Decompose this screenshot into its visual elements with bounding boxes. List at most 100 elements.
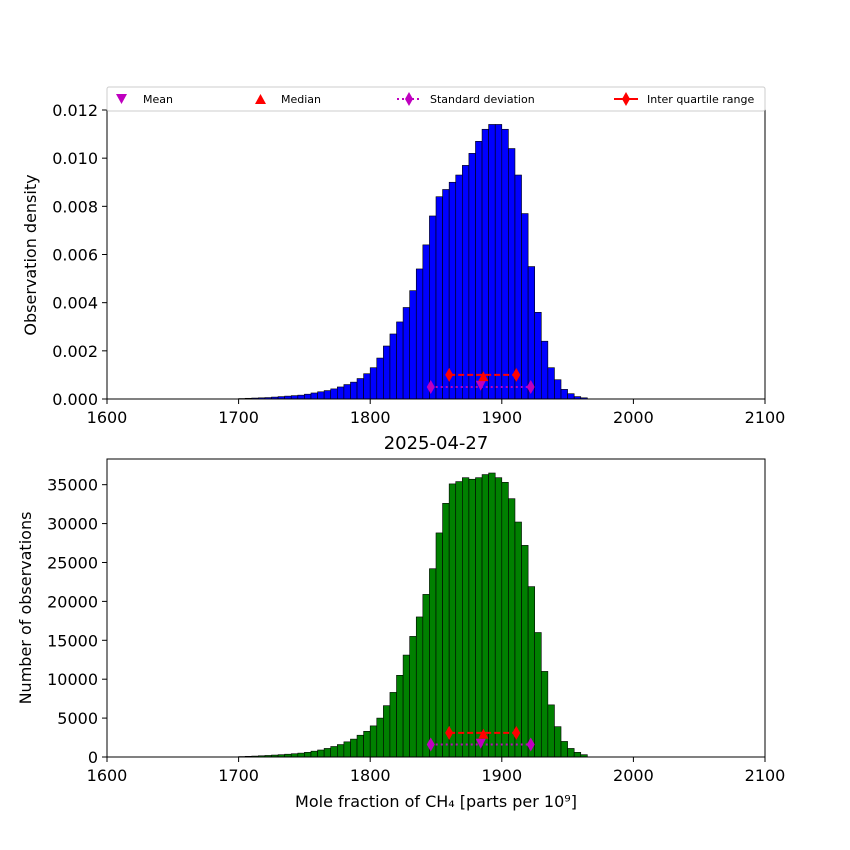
count-y-tick-label: 25000: [47, 553, 98, 572]
density-mean-marker: [475, 380, 486, 391]
count-bar: [573, 752, 582, 758]
count-iqr-low-marker: [445, 725, 454, 740]
count-x-tick-label: 1900: [481, 766, 522, 785]
density-bar: [475, 141, 483, 400]
density-bar: [297, 394, 305, 400]
count-bar: [402, 654, 410, 758]
count-y-axis-label: Number of observations: [16, 512, 35, 705]
density-y-tick-label: 0.008: [52, 197, 98, 216]
count-bar: [396, 675, 404, 758]
density-bar: [376, 357, 384, 400]
legend-iqr-label: Inter quartile range: [647, 93, 754, 106]
count-bar: [343, 741, 351, 758]
density-y-tick-label: 0.004: [52, 294, 98, 313]
density-bar: [330, 388, 338, 400]
density-bar: [304, 393, 312, 400]
density-bar: [554, 379, 562, 400]
count-bars: [238, 472, 588, 758]
count-bar: [304, 752, 312, 758]
count-bar: [422, 594, 430, 758]
density-bar: [455, 174, 463, 400]
legend-median-marker-icon: [255, 94, 266, 104]
count-bar: [455, 481, 463, 758]
count-bar: [323, 748, 332, 758]
count-bar: [383, 705, 391, 758]
density-bar: [547, 367, 555, 400]
density-bar: [494, 124, 503, 400]
density-x-ticks: 1600 1700 1800 1900 2000 2100: [87, 399, 786, 427]
count-x-tick-label: 2100: [745, 766, 786, 785]
count-y-tick-label: 35000: [47, 476, 98, 495]
count-bar: [350, 738, 358, 758]
density-histogram-panel: 1600 1700 1800 1900 2000 2100 0.000 0.002 0.004…: [21, 86, 786, 427]
density-bar: [435, 196, 443, 400]
density-bar: [514, 174, 522, 400]
density-median-marker: [478, 371, 489, 382]
count-bar: [475, 477, 483, 758]
density-x-tick-label: 1900: [481, 408, 522, 427]
density-bar: [521, 213, 529, 400]
count-y-tick-label: 30000: [47, 515, 98, 534]
density-x-tick-label: 2100: [745, 408, 786, 427]
density-bar: [396, 321, 404, 400]
count-bar: [501, 482, 509, 758]
density-bar: [389, 333, 397, 400]
count-bar: [508, 498, 516, 758]
count-bar: [409, 636, 417, 758]
density-bar: [383, 345, 391, 400]
density-bar: [501, 128, 509, 400]
count-bar: [547, 704, 555, 758]
count-x-tick-label: 1700: [218, 766, 259, 785]
density-bar: [336, 386, 345, 400]
density-bar: [488, 124, 496, 400]
density-y-tick-label: 0.002: [52, 342, 98, 361]
legend-std-label: Standard deviation: [430, 93, 535, 106]
density-y-axis-label: Observation density: [21, 174, 40, 335]
count-iqr-high-marker: [512, 725, 521, 740]
count-bar: [560, 741, 568, 758]
density-x-tick-label: 1700: [218, 408, 259, 427]
count-mean-marker: [475, 738, 486, 749]
density-std-low-marker: [426, 379, 435, 394]
count-y-tick-label: 20000: [47, 592, 98, 611]
count-x-ticks: 1600 1700 1800 1900 2000 2100: [87, 757, 786, 785]
density-bar: [310, 392, 318, 400]
count-x-axis-label: Mole fraction of CH₄ [parts per 10⁹]: [295, 792, 577, 811]
count-x-tick-label: 1800: [350, 766, 391, 785]
legend-median-label: Median: [281, 93, 321, 106]
count-bar: [448, 483, 457, 758]
count-x-tick-label: 1600: [87, 766, 128, 785]
count-histogram-panel: 2025-04-27 1600 1700 1800 1900 2000 2100 0 500…: [16, 433, 785, 811]
count-y-ticks: 0 5000 10000 15000 20000 25000 30000 35000: [47, 476, 107, 767]
count-bar: [369, 725, 378, 758]
count-bar: [534, 632, 542, 758]
density-bar: [350, 381, 358, 400]
density-bar: [402, 307, 410, 400]
count-bar: [481, 474, 489, 758]
legend-iqr-marker-icon: [622, 92, 630, 106]
count-y-tick-label: 10000: [47, 670, 98, 689]
density-y-ticks: 0.000 0.002 0.004 0.006 0.008 0.010 0.012: [52, 101, 107, 409]
density-bar: [415, 268, 424, 400]
density-bar: [343, 384, 351, 400]
count-bar: [389, 692, 397, 758]
density-bar: [442, 189, 450, 400]
density-x-tick-label: 1800: [350, 408, 391, 427]
count-bar: [527, 586, 535, 758]
count-markers: [426, 725, 535, 752]
count-std-low-marker: [426, 737, 435, 752]
density-y-tick-label: 0.006: [52, 246, 98, 265]
count-y-tick-label: 0: [88, 748, 98, 767]
density-x-tick-label: 1600: [87, 408, 128, 427]
count-bar: [554, 726, 562, 758]
count-y-tick-label: 5000: [57, 709, 98, 728]
count-bar: [442, 503, 450, 758]
legend-std-marker-icon: [405, 92, 413, 106]
density-iqr-high-marker: [512, 367, 521, 382]
legend: Mean Median Standard deviation Inter qua…: [106, 86, 766, 112]
legend-box: [106, 86, 766, 112]
count-bar: [363, 731, 371, 758]
density-bar: [468, 153, 476, 400]
count-x-tick-label: 2000: [613, 766, 654, 785]
